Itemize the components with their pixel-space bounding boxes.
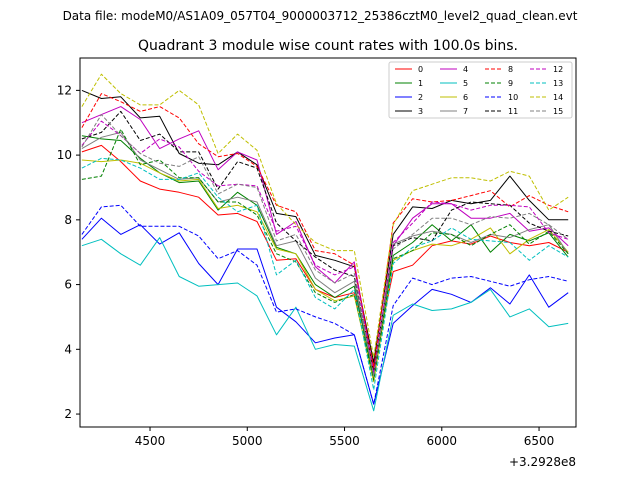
legend-label: 15 [553, 107, 563, 116]
series-line-15 [81, 114, 569, 378]
series-line-7 [81, 131, 569, 376]
series-line-3 [81, 89, 569, 363]
plot-lines [81, 73, 569, 412]
y-tick-label: 12 [57, 83, 72, 97]
y-tick-label: 4 [64, 342, 72, 356]
series-line-12 [81, 120, 569, 375]
legend-label: 10 [508, 93, 518, 102]
x-offset-label: +3.2928e8 [509, 455, 576, 469]
series-line-0 [81, 144, 569, 366]
series-line-14 [81, 73, 569, 358]
legend-label: 6 [463, 93, 468, 102]
x-tick-label: 6000 [427, 434, 458, 448]
plot-frame [79, 57, 577, 428]
x-tick-label: 5500 [329, 434, 360, 448]
legend-label: 14 [553, 93, 563, 102]
y-tick-label: 8 [64, 213, 72, 227]
x-tick-label: 4500 [135, 434, 166, 448]
legend-label: 7 [463, 107, 468, 116]
legend-label: 12 [553, 65, 563, 74]
x-axis: 4500 5000 5500 6000 6500 [135, 427, 555, 448]
series-line-5 [81, 237, 569, 412]
legend-label: 1 [418, 79, 423, 88]
series-line-1 [81, 135, 569, 379]
series-line-6 [81, 159, 569, 383]
legend-label: 11 [508, 107, 518, 116]
legend-label: 13 [553, 79, 563, 88]
legend-label: 4 [463, 65, 468, 74]
chart-title: Quadrant 3 module wise count rates with … [138, 38, 518, 54]
y-tick-label: 10 [57, 148, 72, 162]
series-line-13 [81, 157, 569, 391]
y-tick-label: 6 [64, 278, 72, 292]
series-line-9 [81, 128, 569, 381]
legend-label: 9 [508, 79, 513, 88]
y-tick-label: 2 [64, 407, 72, 421]
legend-label: 3 [418, 107, 423, 116]
legend-label: 2 [418, 93, 423, 102]
legend-label: 0 [418, 65, 423, 74]
legend-frame [388, 61, 573, 119]
y-axis: 2 4 6 8 10 12 [57, 83, 80, 421]
figure-suptitle: Data file: modeM0/AS1A09_057T04_90000037… [63, 9, 578, 23]
x-tick-label: 6500 [524, 434, 555, 448]
legend-label: 5 [463, 79, 468, 88]
series-line-8 [81, 93, 569, 370]
legend-label: 8 [508, 65, 513, 74]
series-line-10 [81, 204, 569, 405]
x-tick-label: 5000 [232, 434, 263, 448]
series-line-2 [81, 217, 569, 405]
series-line-11 [81, 110, 569, 373]
